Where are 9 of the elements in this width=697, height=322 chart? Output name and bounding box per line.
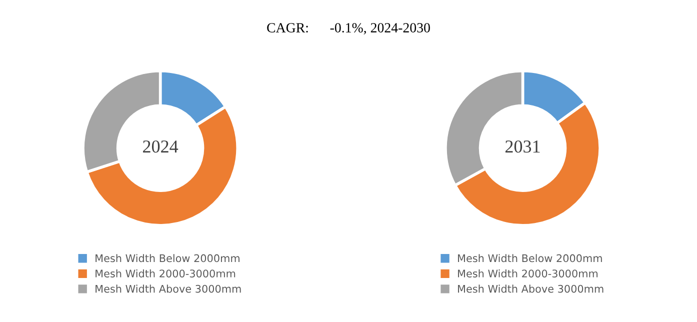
legend-label: Mesh Width Above 3000mm — [458, 284, 604, 293]
legend-label: Mesh Width Below 2000mm — [458, 254, 602, 262]
legend-label: Mesh Width Below 2000mm — [96, 254, 240, 262]
text: CAGR: -0.1%, 2024-2030 — [267, 23, 430, 34]
text: 2024 — [143, 140, 178, 153]
text: 2031 — [505, 140, 540, 153]
legend-label: Mesh Width 2000-3000mm — [458, 269, 598, 278]
legend-label: Mesh Width Above 3000mm — [96, 284, 241, 293]
legend-label: Mesh Width 2000-3000mm — [96, 269, 236, 278]
